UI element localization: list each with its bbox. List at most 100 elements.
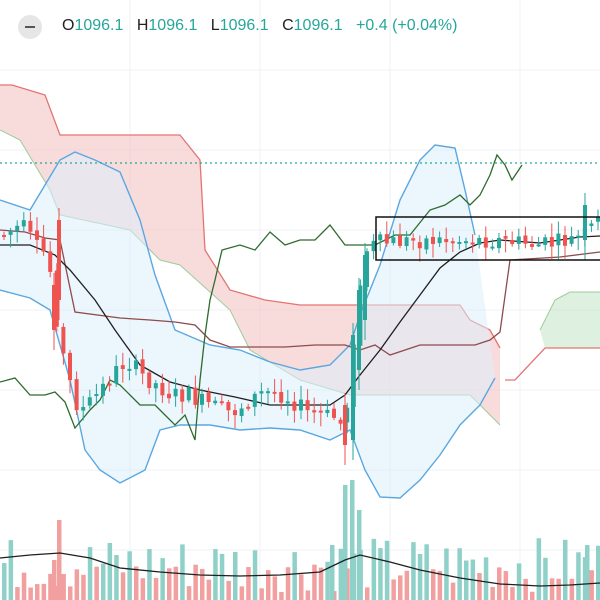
candle-body	[404, 237, 409, 247]
candle-body	[57, 220, 61, 300]
volume-bar	[299, 574, 304, 600]
candle-body	[61, 326, 66, 354]
candle-body	[497, 237, 501, 249]
candle-body	[563, 234, 567, 246]
candle-body	[470, 242, 475, 245]
high-value: 1096.1	[148, 17, 198, 34]
candle-body	[378, 234, 383, 241]
candle-body	[305, 400, 310, 411]
candle-body	[120, 365, 125, 369]
volume-bar	[48, 573, 53, 600]
kijun-sen-line	[0, 229, 600, 356]
volume-bar	[437, 570, 443, 600]
volume-bar	[81, 574, 86, 600]
collapse-legend-button[interactable]	[18, 15, 42, 39]
volume-bar	[107, 543, 113, 600]
drawings[interactable]	[375, 216, 600, 261]
candle-body	[325, 409, 330, 414]
candle-body	[279, 391, 284, 403]
candle-body	[239, 408, 244, 416]
volume-bar	[312, 564, 317, 600]
price-change: +0.4 (+0.04%)	[356, 17, 458, 34]
candle-body	[483, 237, 488, 248]
candle-body	[54, 270, 59, 327]
candle-body	[74, 379, 79, 411]
volume-bar	[127, 551, 132, 600]
volume-bar	[404, 570, 410, 600]
candle-body	[206, 392, 211, 403]
candle-body	[338, 419, 343, 424]
candle-body	[477, 237, 482, 245]
candle-body	[357, 290, 361, 370]
ohlc-legend: O1096.1 H1096.1 L1096.1 C1096.1 +0.4 (+0…	[0, 0, 600, 52]
candle-body	[200, 393, 204, 405]
candle-body	[569, 236, 574, 244]
volume-bar	[398, 575, 403, 600]
low-label: L	[210, 17, 220, 34]
bullish-span-b-line	[539, 291, 600, 331]
candle-body	[134, 360, 138, 370]
volume-bar	[134, 566, 139, 600]
candle-body	[345, 407, 350, 423]
candle-body	[173, 388, 178, 397]
volume-bar	[292, 552, 297, 600]
candle-body	[343, 405, 347, 445]
volume-bar	[464, 560, 469, 600]
chikou-span-line	[0, 153, 523, 441]
candle-body	[543, 237, 548, 245]
open-label: O	[62, 17, 75, 34]
volume-bar	[365, 587, 370, 600]
candle-body	[193, 387, 198, 405]
volume-bar	[186, 586, 192, 600]
volume-bar	[87, 547, 93, 600]
volume-bar	[450, 582, 456, 600]
candle-body	[226, 402, 231, 411]
volume-bar	[173, 566, 179, 600]
candle-body	[266, 391, 270, 394]
volume-bar	[193, 564, 198, 600]
volume-bar	[285, 567, 291, 600]
volume-bar	[585, 545, 590, 600]
volume-bar	[444, 548, 449, 600]
candle-body	[490, 246, 495, 249]
candle-body	[516, 236, 521, 244]
bollinger-fill	[0, 145, 495, 498]
volume-bar	[68, 586, 73, 600]
candle-body	[68, 352, 72, 381]
volume-bar	[536, 538, 542, 600]
candle-body	[48, 251, 53, 272]
candle-body	[363, 255, 367, 320]
candle-body	[583, 205, 587, 240]
volume-bar	[57, 520, 62, 600]
candle-body	[219, 401, 224, 404]
candle-body	[503, 236, 508, 239]
volume-ma-line	[0, 552, 600, 587]
candle-body	[41, 238, 46, 252]
volume-bar	[378, 548, 383, 600]
volume-bar	[556, 578, 561, 600]
candle-body	[556, 233, 561, 246]
candle-body	[8, 230, 13, 235]
volume-bar	[15, 587, 20, 600]
volume-bar	[343, 485, 348, 600]
candle-body	[285, 401, 290, 404]
volume-bar	[417, 554, 423, 600]
volume-bars	[0, 480, 600, 600]
volume-bar	[503, 571, 509, 600]
candle-body	[2, 234, 6, 237]
volume-bar	[589, 570, 594, 600]
candle-body	[384, 234, 389, 244]
candle-body	[589, 223, 594, 226]
volume-bar	[114, 555, 119, 600]
volume-bar	[543, 557, 548, 600]
candle-body	[107, 383, 112, 386]
volume-bar	[206, 579, 212, 600]
volume-bar	[226, 580, 231, 600]
volume-bar	[8, 540, 14, 600]
candle-body	[510, 239, 515, 245]
candle-body	[523, 235, 528, 244]
volume-bar	[200, 568, 205, 600]
volume-bar	[266, 570, 271, 600]
close-label: C	[282, 17, 294, 34]
